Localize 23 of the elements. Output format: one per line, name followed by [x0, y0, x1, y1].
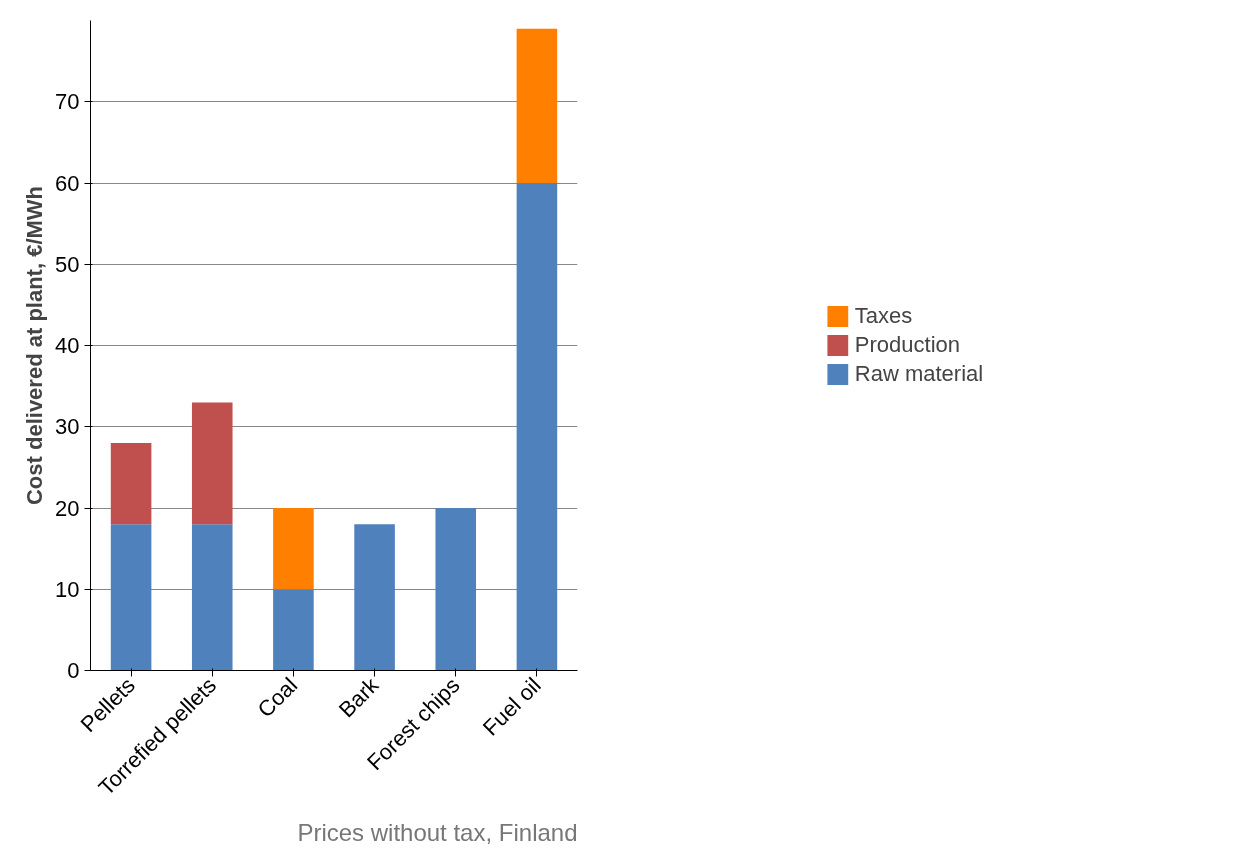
legend-label: Raw material: [854, 361, 984, 387]
bar: [273, 589, 314, 671]
y-tick-label: 0: [67, 658, 80, 683]
bar: [516, 28, 558, 183]
bar: [435, 508, 477, 671]
y-tick-label: 30: [55, 414, 80, 440]
bar: [191, 402, 233, 525]
bar: [354, 524, 395, 671]
bar: [110, 524, 152, 671]
y-tick-label: 50: [55, 251, 80, 277]
legend-label: Production: [854, 332, 960, 358]
y-tick-label: 70: [55, 89, 80, 115]
y-tick-label: 40: [55, 333, 80, 358]
bar: [191, 524, 233, 671]
y-axis-title: Cost delivered at plant, €/MWh: [22, 185, 48, 506]
bar: [110, 443, 152, 525]
y-tick-label: 10: [55, 576, 80, 602]
bar: [516, 183, 558, 671]
legend-label: Taxes: [854, 303, 913, 329]
y-tick-label: 20: [55, 495, 80, 521]
text: Prices without tax, Finland: [297, 818, 578, 846]
bar: [273, 508, 314, 590]
y-tick-label: 60: [55, 170, 80, 196]
